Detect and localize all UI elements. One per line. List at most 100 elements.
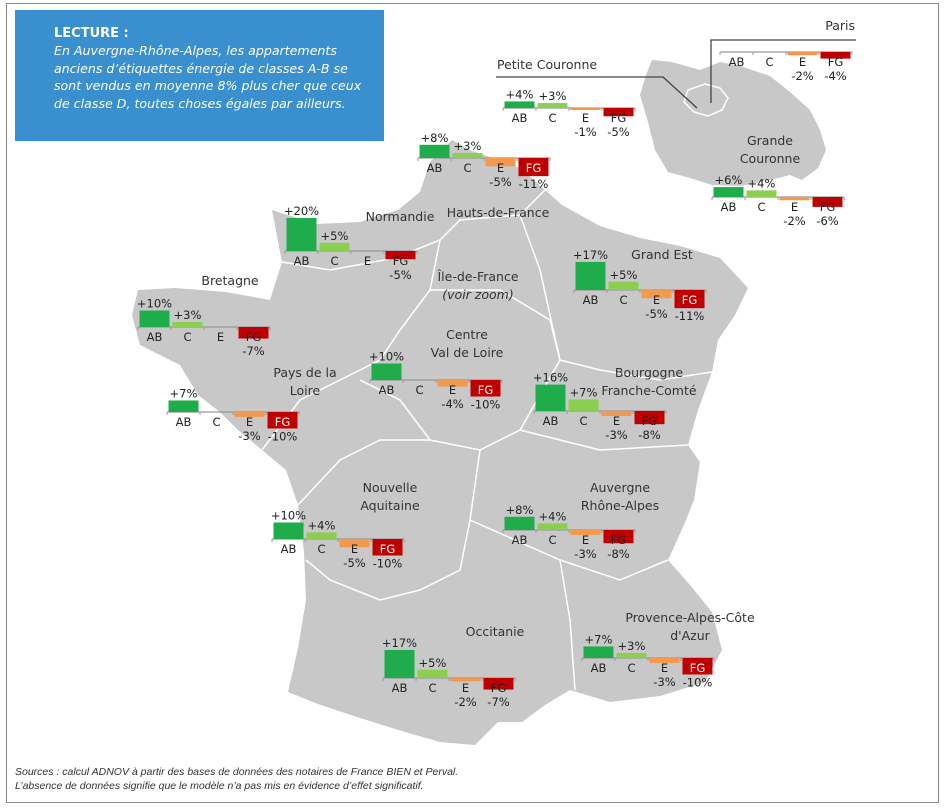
- bar-e: [485, 158, 516, 167]
- value-label-e: -5%: [645, 307, 667, 321]
- bar-fg: [812, 197, 843, 207]
- category-label-c: C: [330, 254, 338, 268]
- region-label-centre-val-de-loire: Centre Val de Loire: [431, 327, 504, 360]
- value-label-e: -3%: [653, 675, 675, 689]
- bar-e: [641, 290, 672, 299]
- bar-e: [339, 539, 370, 548]
- region-label-bretagne: Bretagne: [201, 273, 259, 288]
- bar-c: [417, 669, 448, 678]
- value-label-e: -3%: [238, 429, 260, 443]
- value-label-ab: +17%: [382, 636, 417, 650]
- value-label-ab: +4%: [506, 87, 534, 101]
- bar-c: [537, 523, 568, 530]
- region-label-ile-de-france: Île-de-France (voir zoom): [436, 269, 518, 302]
- category-label-fg: FG: [275, 415, 291, 429]
- bar-ab: [713, 187, 744, 197]
- category-label-fg: FG: [642, 414, 658, 428]
- bar-e: [437, 380, 468, 387]
- value-label-ab: +6%: [715, 173, 743, 187]
- chart-bretagne: AB +10% C +3% E FG-7%: [137, 297, 271, 358]
- bar-e: [570, 108, 601, 110]
- region-label-provence-alpes-cote-d-azur: Provence-Alpes-Côte d'Azur: [625, 610, 755, 643]
- region-borders: [261, 189, 713, 691]
- bar-ab: [504, 101, 535, 108]
- value-label-ab: +7%: [585, 632, 613, 646]
- bar-ab: [535, 384, 566, 411]
- sources-line-1: Sources : calcul ADNOV à partir des base…: [15, 766, 459, 778]
- bar-c: [746, 190, 777, 197]
- region-label-line: Bretagne: [201, 273, 259, 288]
- petite-couronne-outline: [683, 83, 729, 117]
- bar-fg: [385, 251, 416, 260]
- bar-ab: [419, 144, 450, 158]
- value-label-fg: -5%: [607, 125, 629, 139]
- region-label-occitanie: Occitanie: [466, 624, 525, 639]
- category-label-c: C: [183, 330, 191, 344]
- region-label-line: Petite Couronne: [497, 57, 597, 72]
- reading-note-body: En Auvergne-Rhône-Alpes, les appartement…: [54, 43, 362, 111]
- region-label-line: Franche-Comté: [601, 383, 696, 398]
- chart-provence-alpes-cote-d-azur: AB +7% C +3% E-3% FG-10%: [581, 632, 715, 690]
- reading-note-box: LECTURE : En Auvergne-Rhône-Alpes, les a…: [15, 10, 384, 141]
- category-label-e: E: [613, 414, 620, 428]
- bar-fg: [634, 411, 665, 425]
- region-label-line: Hauts-de-France: [447, 205, 550, 220]
- value-label-e: -5%: [343, 556, 365, 570]
- bar-e: [787, 52, 818, 56]
- value-label-c: +5%: [321, 229, 349, 243]
- chart-grande-couronne: AB +6% C +4% E-2% FG-6%: [711, 173, 845, 228]
- category-label-e: E: [364, 254, 371, 268]
- bar-c: [452, 153, 483, 158]
- region-label-normandie: Normandie: [366, 209, 435, 224]
- region-label-line: Provence-Alpes-Côte: [625, 610, 755, 625]
- category-label-ab: AB: [147, 330, 163, 344]
- bar-c: [568, 399, 599, 411]
- bar-fg: [267, 412, 298, 429]
- value-label-e: -2%: [783, 214, 805, 228]
- value-label-c: +3%: [618, 639, 646, 653]
- category-label-ab: AB: [281, 542, 297, 556]
- category-label-e: E: [449, 383, 456, 397]
- chart-petite-couronne: AB +4% C +3% E-1% FG-5%: [502, 87, 636, 139]
- category-label-e: E: [497, 161, 504, 175]
- category-label-e: E: [217, 330, 224, 344]
- category-label-fg: FG: [526, 161, 542, 175]
- bar-fg: [682, 658, 713, 675]
- sources-note: Sources : calcul ADNOV à partir des base…: [15, 765, 458, 793]
- category-label-c: C: [619, 293, 627, 307]
- bar-e: [649, 658, 680, 663]
- value-label-ab: +8%: [421, 131, 449, 145]
- value-label-e: -2%: [454, 695, 476, 709]
- value-label-ab: +8%: [506, 503, 534, 517]
- value-label-fg: -8%: [638, 428, 660, 442]
- bar-e: [450, 678, 481, 682]
- region-label-bourgogne-franche-comte: Bourgogne Franche-Comté: [601, 365, 696, 398]
- value-label-e: -3%: [605, 428, 627, 442]
- value-label-ab: +7%: [170, 386, 198, 400]
- value-label-ab: +10%: [271, 509, 306, 523]
- category-label-e: E: [462, 681, 469, 695]
- bar-c: [319, 242, 350, 251]
- region-label-line: (voir zoom): [442, 287, 513, 302]
- region-label-line: Normandie: [366, 209, 435, 224]
- bar-fg: [372, 539, 403, 556]
- value-label-c: +3%: [174, 308, 202, 322]
- region-label-grande-couronne: Grande Couronne: [740, 133, 801, 166]
- bar-e: [779, 197, 810, 201]
- category-label-e: E: [582, 111, 589, 125]
- category-label-c: C: [212, 415, 220, 429]
- value-label-fg: -10%: [373, 557, 403, 571]
- region-label-paris: Paris: [825, 18, 855, 33]
- paris-leader-line: [710, 39, 856, 103]
- bar-ab: [168, 400, 199, 412]
- category-label-c: C: [463, 161, 471, 175]
- category-label-ab: AB: [176, 415, 192, 429]
- value-label-fg: -10%: [471, 398, 501, 412]
- category-label-ab: AB: [591, 661, 607, 675]
- chart-grand-est: AB +17% C +5% E-5% FG -11%: [573, 248, 707, 323]
- region-label-line: Rhône-Alpes: [581, 498, 659, 513]
- category-label-fg: FG: [491, 681, 507, 695]
- region-label-line: Auvergne: [590, 480, 650, 495]
- category-label-ab: AB: [379, 383, 395, 397]
- sources-line-2: L’absence de données signifie que le mod…: [15, 780, 424, 792]
